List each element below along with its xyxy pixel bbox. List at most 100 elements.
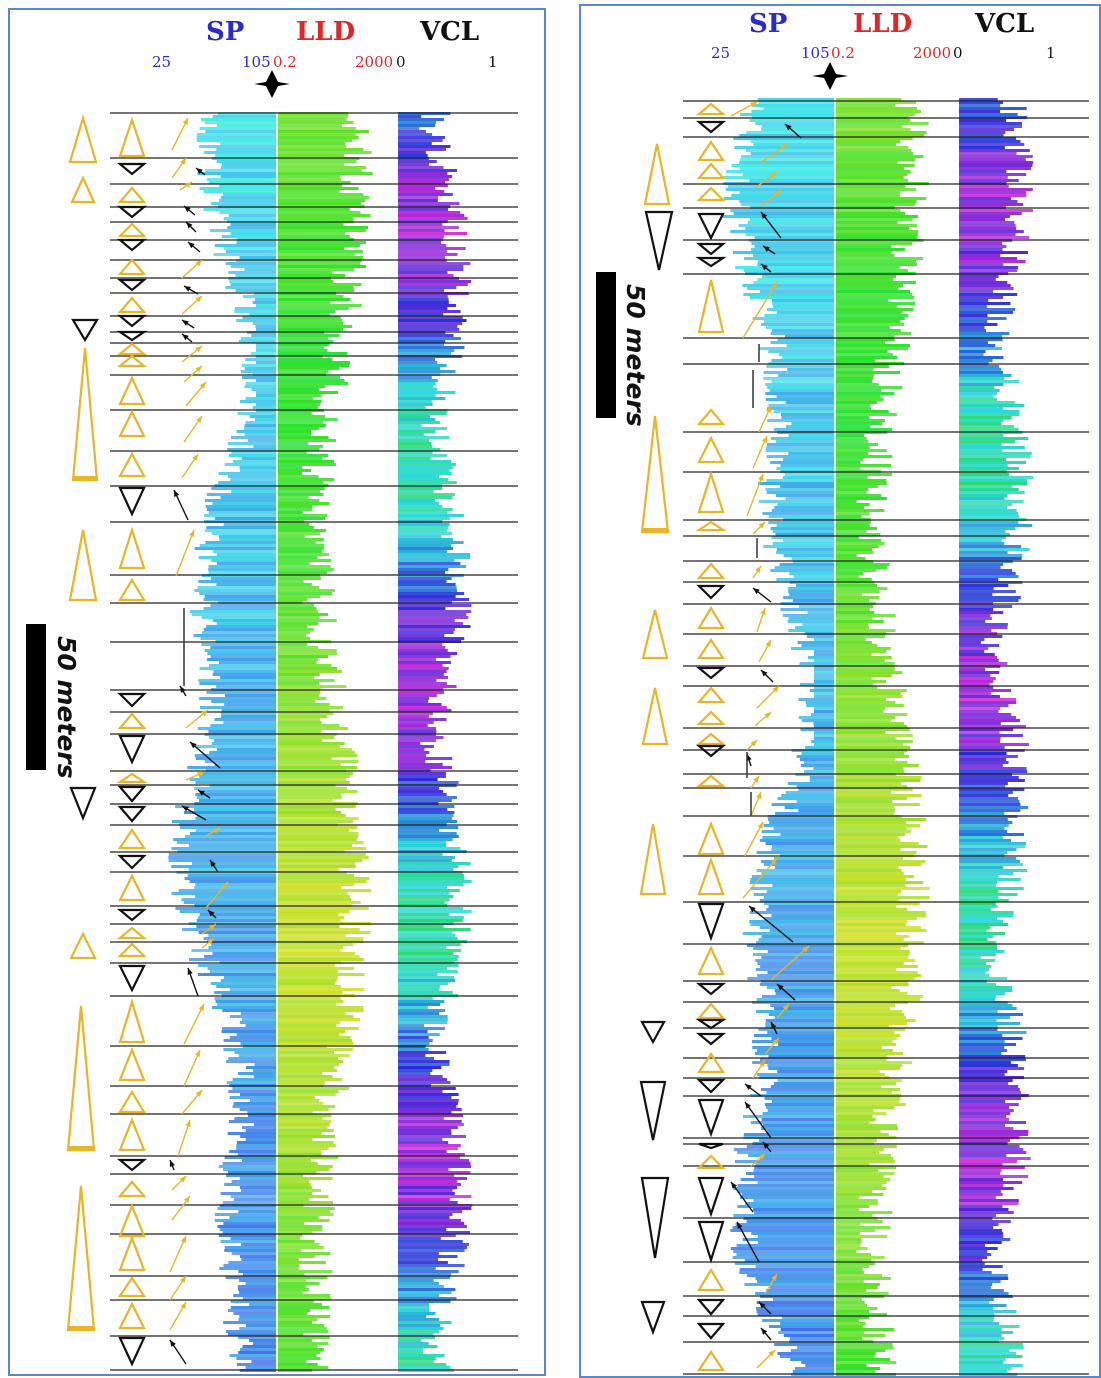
upward-triangle-icon <box>118 1089 146 1114</box>
sequence-symbols <box>66 114 229 1367</box>
sequence-symbols <box>639 101 810 1372</box>
upward-triangle-icon <box>117 942 147 958</box>
upward-triangle-icon <box>117 296 147 314</box>
vcl-track-title: VCL <box>419 17 479 47</box>
downward-triangle-icon <box>116 238 148 252</box>
log-panel-left: SP LLD VCL 25 105 0.2 2000 0 1 50 meters <box>26 17 518 1372</box>
trend-arrow <box>748 905 794 943</box>
upward-triangle-icon <box>116 772 148 784</box>
trend-arrow <box>744 1101 772 1139</box>
upward-triangle-icon <box>696 1002 726 1020</box>
upward-triangle-icon <box>696 710 726 726</box>
upward-triangle-icon <box>117 1276 147 1298</box>
correlation-lines <box>683 100 1089 1375</box>
downward-triangle-icon <box>117 692 147 708</box>
downward-triangle-icon <box>697 902 725 942</box>
well-marker-icon <box>812 62 848 90</box>
correlation-lines <box>110 112 518 1371</box>
downward-triangle-icon <box>71 318 99 343</box>
downward-triangle-icon <box>639 1080 667 1141</box>
upward-triangle-icon <box>641 687 669 746</box>
lld-scale-max: 2000 <box>913 44 951 62</box>
downward-triangle-icon <box>640 1020 666 1045</box>
upward-triangle-icon <box>696 638 726 660</box>
trend-arrow <box>175 529 195 577</box>
downward-triangle-icon <box>695 666 727 680</box>
downward-triangle-icon <box>118 964 146 993</box>
upward-triangle-icon <box>643 143 671 206</box>
upward-triangle-icon <box>117 258 147 276</box>
downward-triangle-icon <box>118 486 146 517</box>
scale-bar-label: 50 meters <box>621 284 650 427</box>
trend-arrow <box>736 1221 760 1263</box>
upward-triangle-icon <box>66 1005 96 1152</box>
downward-triangle-icon <box>697 1220 725 1264</box>
upward-triangle-icon <box>116 926 148 940</box>
lld-scale-max: 2000 <box>355 53 393 71</box>
sp-scale-max: 105 <box>801 44 830 62</box>
upward-triangle-icon <box>66 1185 96 1332</box>
downward-triangle-icon <box>116 330 148 342</box>
trend-arrow <box>183 1049 201 1087</box>
upward-triangle-icon <box>696 162 726 180</box>
upward-triangle-icon <box>69 931 97 960</box>
downward-triangle-icon <box>116 314 148 328</box>
upward-triangle-icon <box>118 1234 146 1272</box>
upward-triangle-icon <box>696 1350 726 1372</box>
upward-triangle-icon <box>118 409 146 438</box>
trend-arrow <box>770 945 810 981</box>
downward-triangle-icon <box>696 584 726 600</box>
upward-triangle-icon <box>118 526 146 570</box>
sp-track-title: SP <box>206 17 244 47</box>
trend-arrow <box>742 281 778 339</box>
upward-triangle-icon <box>118 1203 146 1238</box>
upward-triangle-icon <box>697 435 725 464</box>
log-panel-right: SP LLD VCL 25 105 0.2 2000 0 1 50 meters <box>596 9 1089 1376</box>
upward-triangle-icon <box>118 873 146 902</box>
log-tracks <box>168 112 473 1372</box>
trend-arrow <box>742 857 778 899</box>
upward-triangle-icon <box>118 116 146 158</box>
downward-triangle-icon <box>118 734 146 765</box>
downward-triangle-icon <box>698 1142 724 1150</box>
upward-triangle-icon <box>695 520 727 532</box>
downward-triangle-icon <box>116 162 148 176</box>
lld-scale-min: 0.2 <box>273 53 297 71</box>
upward-triangle-icon <box>118 998 146 1044</box>
upward-triangle-icon <box>696 140 726 162</box>
sp-scale-max: 105 <box>242 53 271 71</box>
upward-triangle-icon <box>697 1267 725 1292</box>
lld-scale-min: 0.2 <box>831 44 855 62</box>
sp-scale-min: 25 <box>711 44 730 62</box>
upward-triangle-icon <box>696 186 726 202</box>
vcl-scale-max: 1 <box>488 53 498 71</box>
upward-triangle-icon <box>696 1052 726 1074</box>
upward-triangle-icon <box>697 470 725 514</box>
downward-triangle-icon <box>118 1336 146 1367</box>
upward-triangle-icon <box>695 774 727 788</box>
upward-triangle-icon <box>695 732 727 746</box>
scale-bar-label: 50 meters <box>52 636 81 779</box>
downward-triangle-icon <box>644 210 674 271</box>
trend-arrow <box>189 741 221 769</box>
downward-triangle-icon <box>640 1300 666 1336</box>
upward-triangle-icon <box>641 609 669 660</box>
trend-arrow <box>746 473 764 517</box>
downward-triangle-icon <box>116 205 148 219</box>
downward-triangle-icon <box>640 1176 670 1259</box>
downward-triangle-icon <box>117 785 147 803</box>
upward-triangle-icon <box>696 686 726 704</box>
upward-triangle-icon <box>117 186 147 204</box>
downward-triangle-icon <box>696 1322 726 1340</box>
downward-triangle-icon <box>116 1158 148 1172</box>
upward-triangle-icon <box>640 415 670 534</box>
upward-triangle-icon <box>117 222 147 238</box>
upward-triangle-icon <box>118 375 146 406</box>
upward-triangle-icon <box>696 1154 726 1170</box>
panel-right: SP LLD VCL 25 105 0.2 2000 0 1 50 meters <box>579 4 1101 1378</box>
downward-triangle-icon <box>695 256 727 268</box>
upward-triangle-icon <box>68 114 98 164</box>
upward-triangle-icon <box>696 408 726 426</box>
lld-track-title: LLD <box>853 9 912 39</box>
lld-track-title: LLD <box>296 17 355 47</box>
